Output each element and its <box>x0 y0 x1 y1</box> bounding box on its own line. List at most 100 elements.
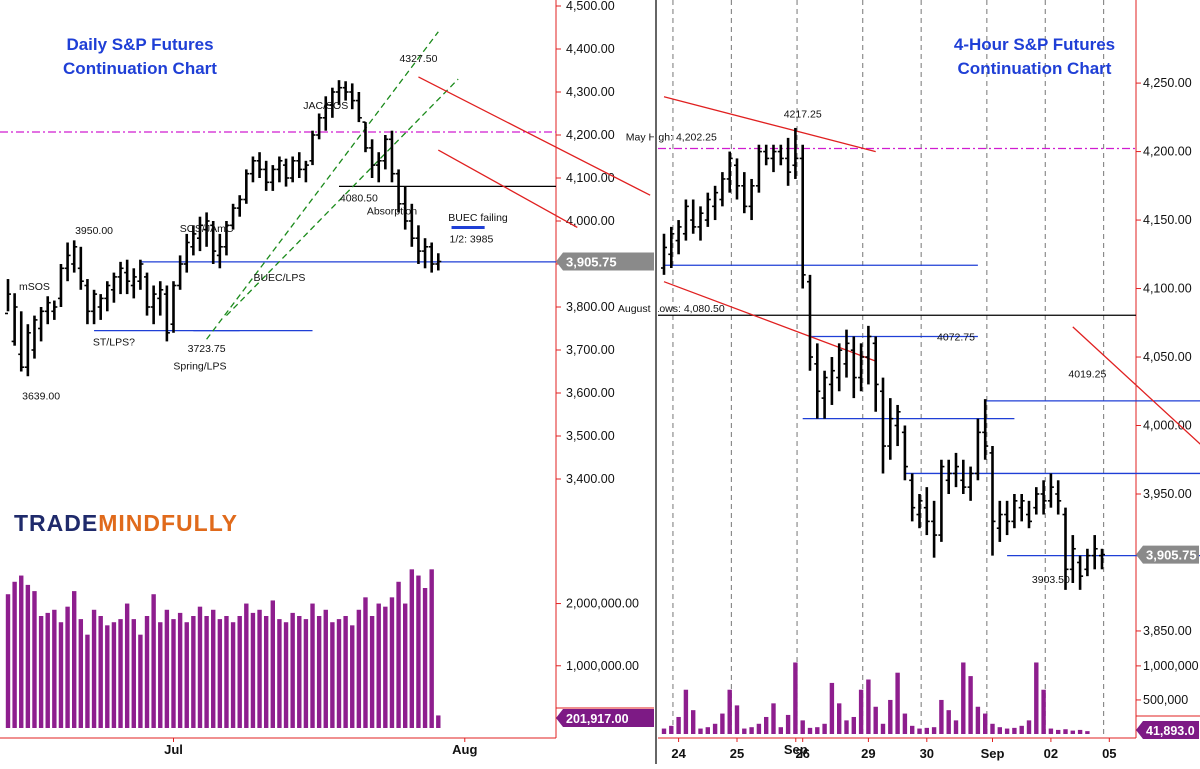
annotation-label: SOS/JAmC <box>180 223 234 235</box>
trend-line <box>225 78 459 317</box>
volume-bar <box>45 612 50 728</box>
annotation-label: JAC/SOS <box>303 100 348 112</box>
last-volume-label: 41,893.0 <box>1146 724 1195 738</box>
annotation-label: Absorption <box>367 206 417 218</box>
volume-bar <box>383 606 388 728</box>
volume-bar <box>873 706 878 734</box>
annotation-label: BUEC/LPS <box>253 272 305 284</box>
annotation-label: May High: 4,202.25 <box>626 132 717 144</box>
volume-bar <box>230 622 236 728</box>
volume-bar <box>416 575 421 728</box>
volume-bar <box>65 606 70 728</box>
annotation-label: August Lows: 4,080.50 <box>618 303 725 315</box>
volume-bar <box>749 727 754 734</box>
volume-bar <box>669 725 674 734</box>
volume-bar <box>277 619 282 728</box>
volume-bar <box>953 720 959 734</box>
volume-bar <box>58 622 64 728</box>
price-tick-label: 3,400.00 <box>566 472 615 486</box>
annotation-label: 4327.50 <box>399 53 437 65</box>
volume-bar <box>1048 728 1054 734</box>
volume-bar <box>939 699 944 734</box>
volume-bar <box>1070 730 1075 734</box>
volume-bar <box>1063 729 1068 734</box>
volume-bar <box>323 609 328 728</box>
volume-bar <box>211 609 216 728</box>
annotation-label: Spring/LPS <box>173 360 226 372</box>
volume-bar <box>38 616 44 728</box>
volume-bar <box>263 616 269 728</box>
volume-bar <box>19 575 24 728</box>
last-volume-badge <box>1136 721 1199 739</box>
volume-bar <box>1004 728 1010 734</box>
volume-bar <box>151 594 156 728</box>
annotation-label: mSOS <box>19 281 50 293</box>
volume-bar <box>727 689 732 734</box>
volume-bar <box>975 706 981 734</box>
price-tick-label: 3,800.00 <box>566 300 615 314</box>
volume-bar <box>72 591 77 728</box>
volume-bar <box>177 612 183 728</box>
date-tick-label: 29 <box>861 746 875 761</box>
volume-bars <box>5 569 441 728</box>
annotation-label: 4019.25 <box>1068 369 1106 381</box>
volume-bar <box>91 609 97 728</box>
volume-bar <box>237 616 242 728</box>
volume-bar <box>12 581 17 728</box>
volume-bar <box>422 588 428 728</box>
price-tick-label: 4,200.00 <box>1143 145 1192 159</box>
volume-bar <box>661 728 667 734</box>
volume-bar <box>888 699 893 734</box>
volume-bar <box>983 713 988 734</box>
price-tick-label: 3,500.00 <box>566 429 615 443</box>
annotation-label: 3950.00 <box>75 225 113 237</box>
volume-bar <box>409 569 415 728</box>
volume-tick-label: 500,000 <box>1143 693 1188 707</box>
price-bars <box>5 80 442 377</box>
volume-bar <box>734 705 740 734</box>
annotation-label: 4072.75 <box>937 332 975 344</box>
volume-bar <box>270 600 275 728</box>
volume-bar <box>363 597 368 728</box>
volume-bar <box>771 703 776 734</box>
volume-bar <box>990 723 995 734</box>
volume-bar <box>720 713 725 734</box>
trade-mindfully-logo: TRADEMINDFULLY <box>14 510 238 537</box>
price-tick-label: 3,850.00 <box>1143 624 1192 638</box>
date-tick-label: 05 <box>1102 746 1116 761</box>
price-tick-label: 4,100.00 <box>1143 282 1192 296</box>
last-price-label: 3,905.75 <box>1146 548 1197 563</box>
volume-bar <box>396 581 401 728</box>
volume-bar <box>191 616 196 728</box>
volume-bar <box>829 682 835 734</box>
volume-bar <box>691 710 696 734</box>
logo-trade-text: TRADE <box>14 510 99 536</box>
volume-bar <box>924 727 929 734</box>
volume-bar <box>968 676 973 734</box>
trend-line <box>418 76 651 196</box>
volume-bar <box>171 619 176 728</box>
volume-bar <box>1034 662 1039 734</box>
price-tick-label: 4,000.00 <box>1143 419 1192 433</box>
annotation-label: 4217.25 <box>784 108 822 120</box>
price-tick-label: 4,300.00 <box>566 85 615 99</box>
trend-line <box>437 149 578 229</box>
volume-bar <box>217 619 223 728</box>
volume-bar <box>257 609 262 728</box>
volume-tick-label: 2,000,000.00 <box>566 597 639 611</box>
annotation-label: ST/LPS? <box>93 337 135 349</box>
last-volume-badge <box>556 709 654 727</box>
date-tick-label: Sep <box>981 746 1005 761</box>
volume-bar <box>5 594 11 728</box>
volume-bar <box>946 710 951 734</box>
annotation-label: 3723.75 <box>188 343 226 355</box>
volume-bar <box>683 689 689 734</box>
volume-bar <box>1026 720 1032 734</box>
trend-line <box>663 281 876 362</box>
volume-bar <box>158 622 163 728</box>
date-tick-label: 24 <box>671 746 686 761</box>
volume-bar <box>369 616 375 728</box>
volume-bar <box>429 569 434 728</box>
daily-chart-title: Daily S&P Futures Continuation Chart <box>63 35 217 78</box>
